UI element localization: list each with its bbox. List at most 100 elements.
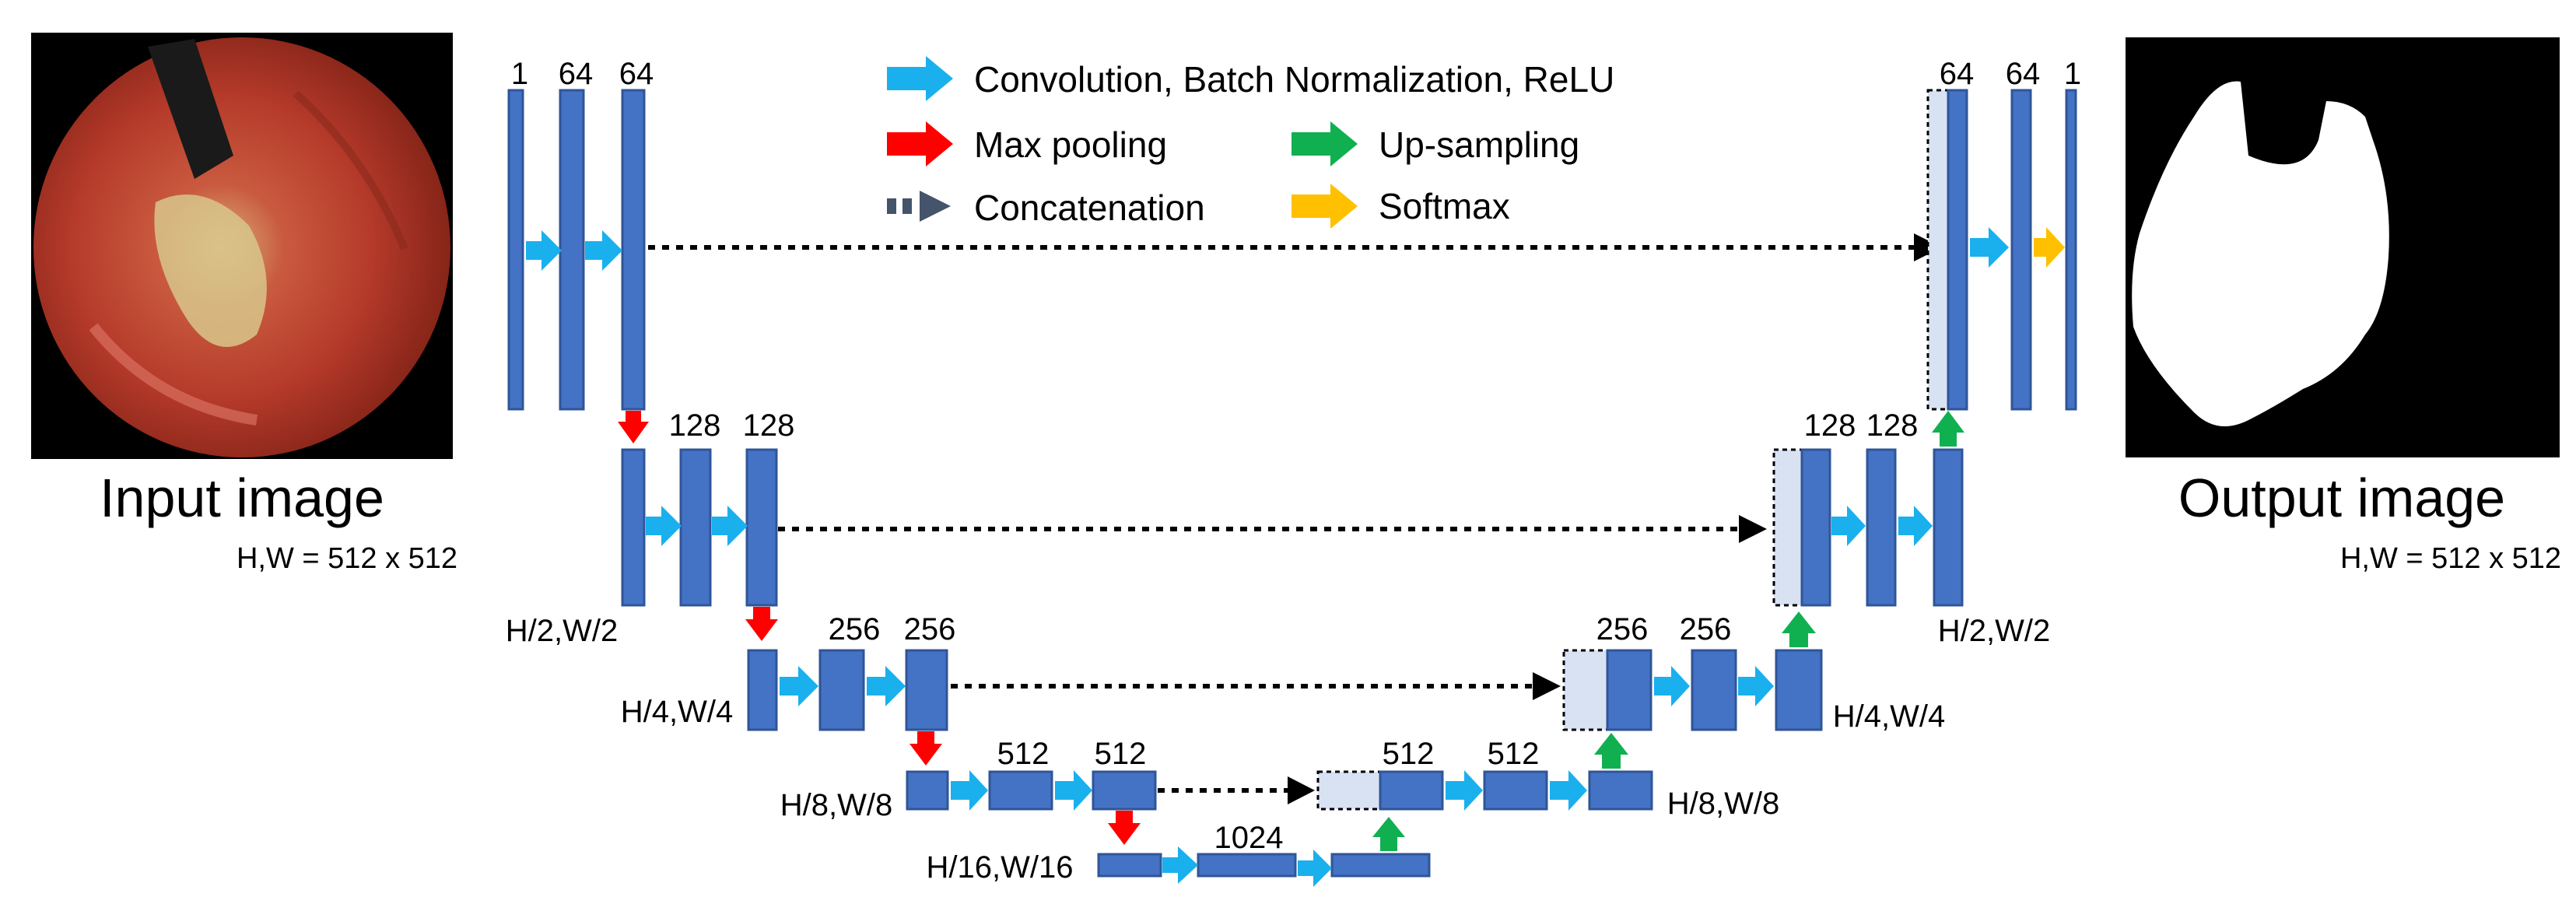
conv-arrow-icon bbox=[1738, 666, 1774, 706]
resolution-label: H/8,W/8 bbox=[780, 788, 892, 822]
legend-upsample-label: Up-sampling bbox=[1379, 124, 1579, 165]
softmax-arrow-icon bbox=[2034, 227, 2065, 268]
channel-label: 128 bbox=[1804, 408, 1856, 443]
upsample-arrow-icon bbox=[1782, 611, 1816, 647]
feature-map-block bbox=[507, 89, 524, 411]
feature-map-block bbox=[1588, 770, 1653, 811]
conv-arrow-icon bbox=[1055, 770, 1092, 811]
legend-upsample-arrow-icon bbox=[1292, 121, 1358, 166]
channel-label: 64 bbox=[2006, 57, 2041, 91]
resolution-label: H/2,W/2 bbox=[506, 614, 618, 648]
feature-map-block bbox=[1775, 649, 1823, 731]
conv-arrow-icon bbox=[1298, 850, 1332, 887]
channel-label: 64 bbox=[619, 57, 654, 91]
legend: Convolution, Batch Normalization, ReLU M… bbox=[887, 56, 1614, 229]
skip-connection-arrowhead-icon bbox=[1288, 776, 1315, 804]
feature-map-block bbox=[1933, 448, 1964, 607]
feature-map-block bbox=[621, 448, 646, 607]
channel-label: 512 bbox=[1488, 737, 1540, 771]
resolution-label: H/4,W/4 bbox=[1833, 699, 1945, 734]
legend-concat-label: Concatenation bbox=[974, 187, 1205, 228]
channel-label: 256 bbox=[1596, 612, 1649, 646]
feature-map-block bbox=[1606, 649, 1652, 731]
legend-softmax-label: Softmax bbox=[1379, 186, 1510, 226]
channel-label: 256 bbox=[1680, 612, 1732, 646]
feature-map-block bbox=[988, 770, 1053, 811]
output-image bbox=[2126, 37, 2560, 457]
feature-map-block bbox=[1866, 448, 1897, 607]
channel-label: 1 bbox=[511, 57, 528, 91]
conv-arrow-icon bbox=[1898, 506, 1933, 546]
feature-map-block bbox=[1379, 770, 1444, 811]
conv-arrow-icon bbox=[712, 506, 748, 546]
legend-concat-arrow-icon bbox=[887, 191, 951, 222]
feature-map-block bbox=[818, 649, 865, 731]
channel-label: 512 bbox=[997, 737, 1050, 771]
conv-arrow-icon bbox=[1970, 227, 2009, 268]
feature-map-block bbox=[2010, 89, 2032, 411]
channel-label: 256 bbox=[829, 612, 881, 646]
feature-map-block bbox=[1097, 853, 1162, 878]
conv-arrow-icon bbox=[951, 770, 988, 811]
upsample-arrow-icon bbox=[1932, 411, 1964, 447]
output-dims: H,W = 512 x 512 bbox=[2340, 542, 2561, 575]
conv-arrow-icon bbox=[1831, 506, 1866, 546]
legend-maxpool-arrow-icon bbox=[887, 121, 953, 166]
resolution-label: H/2,W/2 bbox=[1938, 614, 2050, 648]
input-caption: Input image bbox=[100, 468, 384, 528]
feature-map-block bbox=[1092, 770, 1157, 811]
maxpool-arrow-icon bbox=[745, 607, 778, 641]
channel-label: 512 bbox=[1095, 737, 1147, 771]
channel-label: 1024 bbox=[1214, 821, 1284, 855]
feature-map-block bbox=[1947, 89, 1968, 411]
channel-label: 128 bbox=[1866, 408, 1919, 443]
feature-map-block bbox=[905, 649, 948, 731]
channel-label: 256 bbox=[904, 612, 956, 646]
conv-arrow-icon bbox=[585, 230, 622, 271]
concat-block bbox=[1316, 770, 1382, 811]
input-dims: H,W = 512 x 512 bbox=[237, 542, 457, 575]
feature-map-block bbox=[906, 770, 949, 811]
channel-label: 128 bbox=[669, 408, 721, 443]
channel-label: 512 bbox=[1383, 737, 1435, 771]
input-image bbox=[31, 33, 453, 459]
legend-conv-label: Convolution, Batch Normalization, ReLU bbox=[974, 59, 1614, 100]
maxpool-arrow-icon bbox=[618, 411, 649, 443]
channel-label: 64 bbox=[1940, 57, 1975, 91]
concat-block bbox=[1926, 89, 1950, 411]
legend-softmax-arrow-icon bbox=[1292, 184, 1358, 229]
conv-arrow-icon bbox=[1162, 846, 1198, 884]
feature-map-block bbox=[1483, 770, 1548, 811]
resolution-label: H/16,W/16 bbox=[927, 850, 1074, 885]
legend-maxpool-label: Max pooling bbox=[974, 124, 1167, 165]
feature-map-block bbox=[1197, 853, 1297, 878]
upsample-arrow-icon bbox=[1594, 733, 1628, 769]
feature-map-block bbox=[747, 649, 778, 731]
conv-arrow-icon bbox=[1654, 666, 1690, 706]
conv-arrow-icon bbox=[780, 666, 818, 706]
conv-arrow-icon bbox=[646, 506, 682, 546]
resolution-label: H/4,W/4 bbox=[621, 695, 733, 729]
skip-connection-arrowhead-icon bbox=[1533, 672, 1561, 700]
channel-label: 1 bbox=[2064, 57, 2081, 91]
feature-map-block bbox=[621, 89, 646, 411]
feature-map-block bbox=[679, 448, 712, 607]
conv-arrow-icon bbox=[1446, 770, 1483, 811]
feature-map-block bbox=[1330, 853, 1431, 878]
feature-map-block bbox=[1800, 448, 1831, 607]
concat-block bbox=[1562, 649, 1609, 731]
concat-block bbox=[1772, 448, 1803, 607]
channel-label: 64 bbox=[559, 57, 594, 91]
maxpool-arrow-icon bbox=[1108, 811, 1141, 845]
conv-arrow-icon bbox=[1550, 770, 1587, 811]
resolution-label: H/8,W/8 bbox=[1667, 787, 1779, 821]
feature-map-block bbox=[1691, 649, 1737, 731]
feature-map-block bbox=[745, 448, 778, 607]
maxpool-arrow-icon bbox=[909, 731, 942, 766]
feature-map-block bbox=[2065, 89, 2077, 411]
channel-label: 128 bbox=[743, 408, 795, 443]
conv-arrow-icon bbox=[526, 230, 562, 271]
legend-conv-arrow-icon bbox=[887, 56, 953, 101]
